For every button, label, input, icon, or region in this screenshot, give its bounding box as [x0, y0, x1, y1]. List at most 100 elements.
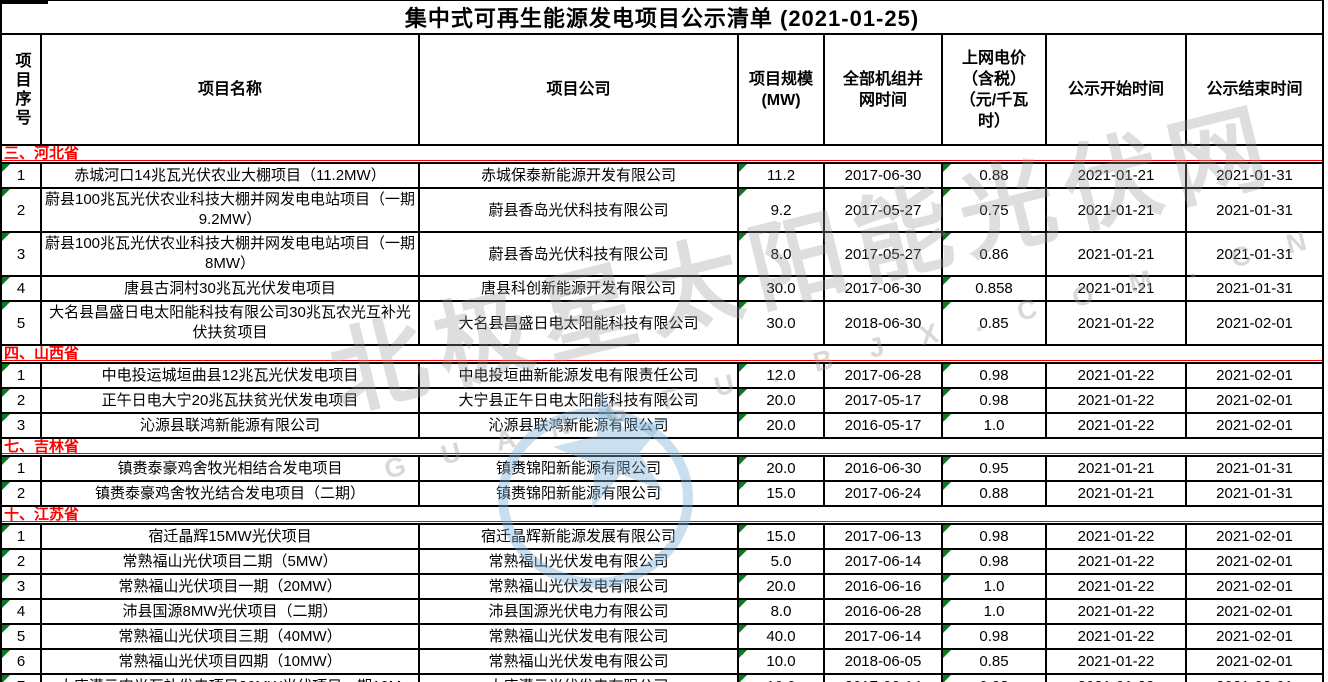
price-cell: 0.88 — [941, 480, 1047, 507]
price-cell: 1.0 — [941, 598, 1047, 625]
project-name-cell: 沁源县联鸿新能源有限公司 — [40, 412, 420, 439]
grid-date-cell: 2016-06-28 — [823, 598, 943, 625]
project-company-cell: 大名县昌盛日电太阳能科技有限公司 — [418, 300, 739, 346]
price-cell: 0.98 — [941, 673, 1047, 682]
start-date-cell: 2021-01-22 — [1045, 598, 1187, 625]
scale-cell: 20.0 — [737, 387, 825, 414]
top-left-border-stub — [0, 0, 48, 4]
start-date-cell: 2021-01-21 — [1045, 231, 1187, 277]
grid-date-cell: 2016-06-16 — [823, 573, 943, 600]
project-no-cell: 1 — [0, 162, 42, 189]
project-company-cell: 赤城保泰新能源开发有限公司 — [418, 162, 739, 189]
scale-cell: 15.0 — [737, 523, 825, 550]
grid-date-cell: 2017-06-28 — [823, 362, 943, 389]
project-company-cell: 镇赉锦阳新能源有限公司 — [418, 455, 739, 482]
grid-date-cell: 2018-06-30 — [823, 300, 943, 346]
section-row: 四、山西省 — [0, 344, 1325, 364]
grid-date-cell: 2017-05-27 — [823, 231, 943, 277]
project-name-cell: 常熟福山光伏项目三期（40MW） — [40, 623, 420, 650]
table-row: 3 蔚县100兆瓦光伏农业科技大棚并网发电电站项目（一期8MW） 蔚县香岛光伏科技有… — [0, 231, 1325, 277]
start-date-cell: 2021-01-22 — [1045, 387, 1187, 414]
grid-date-cell: 2017-06-14 — [823, 548, 943, 575]
table-row: 4 沛县国源8MW光伏项目（二期） 沛县国源光伏电力有限公司 8.0 2016-06-2… — [0, 598, 1325, 625]
project-no-cell: 5 — [0, 623, 42, 650]
scale-cell: 5.0 — [737, 548, 825, 575]
end-date-cell: 2021-02-01 — [1184, 387, 1325, 414]
scale-cell: 20.0 — [737, 412, 825, 439]
scale-cell: 9.2 — [737, 187, 825, 233]
section-row: 七、吉林省 — [0, 437, 1325, 457]
table-row: 1 中电投运城垣曲县12兆瓦光伏发电项目 中电投垣曲新能源发电有限责任公司 12.0 2… — [0, 362, 1325, 389]
start-date-cell: 2021-01-22 — [1045, 362, 1187, 389]
project-no-cell: 3 — [0, 412, 42, 439]
scale-cell: 8.0 — [737, 231, 825, 277]
project-name-cell: 宿迁晶辉15MW光伏项目 — [40, 523, 420, 550]
project-name-cell: 镇赉泰豪鸡舍牧光相结合发电项目 — [40, 455, 420, 482]
table-row: 2 蔚县100兆瓦光伏农业科技大棚并网发电电站项目（一期9.2MW） 蔚县香岛光伏科… — [0, 187, 1325, 233]
table-row: 2 常熟福山光伏项目二期（5MW） 常熟福山光伏发电有限公司 5.0 2017-06-1… — [0, 548, 1325, 575]
col-header-scale-mw: 项目规模 (MW) — [737, 33, 825, 146]
end-date-cell: 2021-01-31 — [1184, 231, 1325, 277]
end-date-cell: 2021-01-31 — [1184, 187, 1325, 233]
project-company-cell: 常熟福山光伏发电有限公司 — [418, 648, 739, 675]
end-date-cell: 2021-02-01 — [1184, 412, 1325, 439]
col-header-project-company: 项目公司 — [418, 33, 739, 146]
table-row: 2 正午日电大宁20兆瓦扶贫光伏发电项目 大宁县正午日电太阳能科技有限公司 20.0 2… — [0, 387, 1325, 414]
grid-date-cell: 2016-06-30 — [823, 455, 943, 482]
project-no-cell: 7 — [0, 673, 42, 682]
section-header: 三、河北省 — [0, 144, 1325, 164]
project-company-cell: 蔚县香岛光伏科技有限公司 — [418, 187, 739, 233]
project-company-cell: 大宁县正午日电太阳能科技有限公司 — [418, 387, 739, 414]
grid-date-cell: 2016-05-17 — [823, 412, 943, 439]
grid-date-cell: 2018-06-05 — [823, 648, 943, 675]
grid-date-cell: 2017-05-17 — [823, 387, 943, 414]
price-cell: 0.98 — [941, 362, 1047, 389]
scale-cell: 8.0 — [737, 598, 825, 625]
start-date-cell: 2021-01-22 — [1045, 548, 1187, 575]
project-name-cell: 常熟福山光伏项目四期（10MW） — [40, 648, 420, 675]
end-date-cell: 2021-02-01 — [1184, 648, 1325, 675]
project-no-cell: 2 — [0, 480, 42, 507]
end-date-cell: 2021-02-01 — [1184, 362, 1325, 389]
project-name-cell: 蔚县100兆瓦光伏农业科技大棚并网发电电站项目（一期9.2MW） — [40, 187, 420, 233]
col-header-publicity-end: 公示结束时间 — [1184, 33, 1325, 146]
project-no-cell: 3 — [0, 231, 42, 277]
start-date-cell: 2021-01-21 — [1045, 162, 1187, 189]
section-header: 七、吉林省 — [0, 437, 1325, 457]
scale-cell: 30.0 — [737, 300, 825, 346]
scale-cell: 10.0 — [737, 673, 825, 682]
project-name-cell: 沛县国源8MW光伏项目（二期） — [40, 598, 420, 625]
price-cell: 0.98 — [941, 623, 1047, 650]
project-name-cell: 唐县古洞村30兆瓦光伏发电项目 — [40, 275, 420, 302]
end-date-cell: 2021-02-01 — [1184, 623, 1325, 650]
project-no-cell: 6 — [0, 648, 42, 675]
table-row: 2 镇赉泰豪鸡舍牧光结合发电项目（二期） 镇赉锦阳新能源有限公司 15.0 2017-0… — [0, 480, 1325, 507]
scale-cell: 15.0 — [737, 480, 825, 507]
project-name-cell: 大唐灌云农光互补发电项目20MW光伏项目一期10M — [40, 673, 420, 682]
price-cell: 0.86 — [941, 231, 1047, 277]
start-date-cell: 2021-01-22 — [1045, 412, 1187, 439]
col-header-publicity-start: 公示开始时间 — [1045, 33, 1187, 146]
table-row: 5 常熟福山光伏项目三期（40MW） 常熟福山光伏发电有限公司 40.0 2017-06… — [0, 623, 1325, 650]
price-cell: 0.75 — [941, 187, 1047, 233]
project-name-cell: 常熟福山光伏项目一期（20MW） — [40, 573, 420, 600]
project-company-cell: 常熟福山光伏发电有限公司 — [418, 573, 739, 600]
project-company-cell: 蔚县香岛光伏科技有限公司 — [418, 231, 739, 277]
end-date-cell: 2021-02-01 — [1184, 300, 1325, 346]
project-name-cell: 大名县昌盛日电太阳能科技有限公司30兆瓦农光互补光伏扶贫项目 — [40, 300, 420, 346]
project-company-cell: 镇赉锦阳新能源有限公司 — [418, 480, 739, 507]
price-cell: 1.0 — [941, 573, 1047, 600]
project-company-cell: 宿迁晶辉新能源发展有限公司 — [418, 523, 739, 550]
table-row: 5 大名县昌盛日电太阳能科技有限公司30兆瓦农光互补光伏扶贫项目 大名县昌盛日电太阳… — [0, 300, 1325, 346]
end-date-cell: 2021-02-01 — [1184, 573, 1325, 600]
col-header-grid-connection-date: 全部机组并 网时间 — [823, 33, 943, 146]
col-header-project-no: 项目序号 — [0, 33, 42, 146]
grid-date-cell: 2017-06-30 — [823, 162, 943, 189]
project-company-cell: 常熟福山光伏发电有限公司 — [418, 548, 739, 575]
project-no-cell: 2 — [0, 387, 42, 414]
scale-cell: 30.0 — [737, 275, 825, 302]
price-cell: 0.98 — [941, 387, 1047, 414]
project-name-cell: 蔚县100兆瓦光伏农业科技大棚并网发电电站项目（一期8MW） — [40, 231, 420, 277]
scale-cell: 20.0 — [737, 573, 825, 600]
section-row: 三、河北省 — [0, 144, 1325, 164]
